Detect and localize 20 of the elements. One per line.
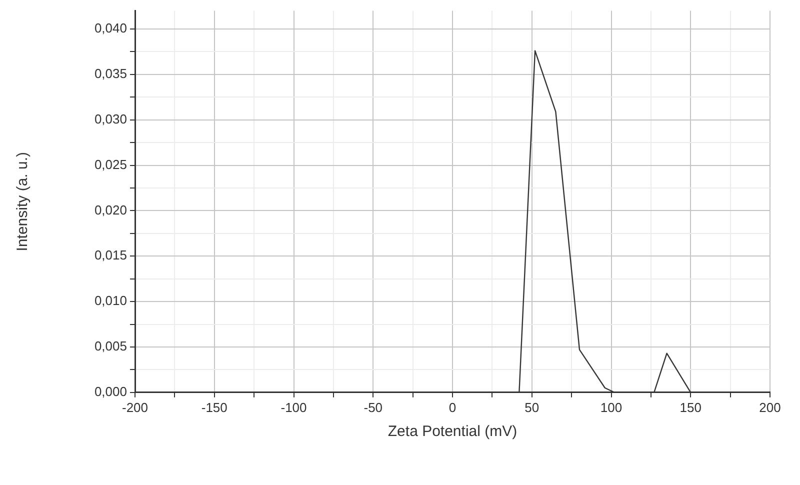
x-tick-label: 200 [759,400,781,415]
y-tick-label: 0,030 [94,111,127,126]
x-tick-label: -200 [122,400,148,415]
y-tick-label: 0,015 [94,248,127,263]
y-tick-label: 0,040 [94,20,127,36]
x-tick-label: -50 [364,400,383,415]
y-tick-label: 0,005 [94,338,127,354]
y-tick-label: 0,035 [94,66,127,81]
x-tick-label: -100 [280,400,307,415]
y-axis-title: Intensity (a. u.) [14,152,32,252]
x-tick-label: -150 [201,400,228,415]
y-tick-label: 0,020 [94,202,127,218]
y-tick-label: 0,000 [94,384,127,399]
x-axis-title: Zeta Potential (mV) [388,423,518,440]
x-tick-label: 0 [448,400,456,415]
x-tick-label: 100 [600,400,622,415]
y-tick-label: 0,010 [94,293,127,308]
x-tick-label: 50 [524,400,540,415]
x-tick-label: 150 [680,400,702,415]
y-tick-label: 0,025 [94,156,127,172]
